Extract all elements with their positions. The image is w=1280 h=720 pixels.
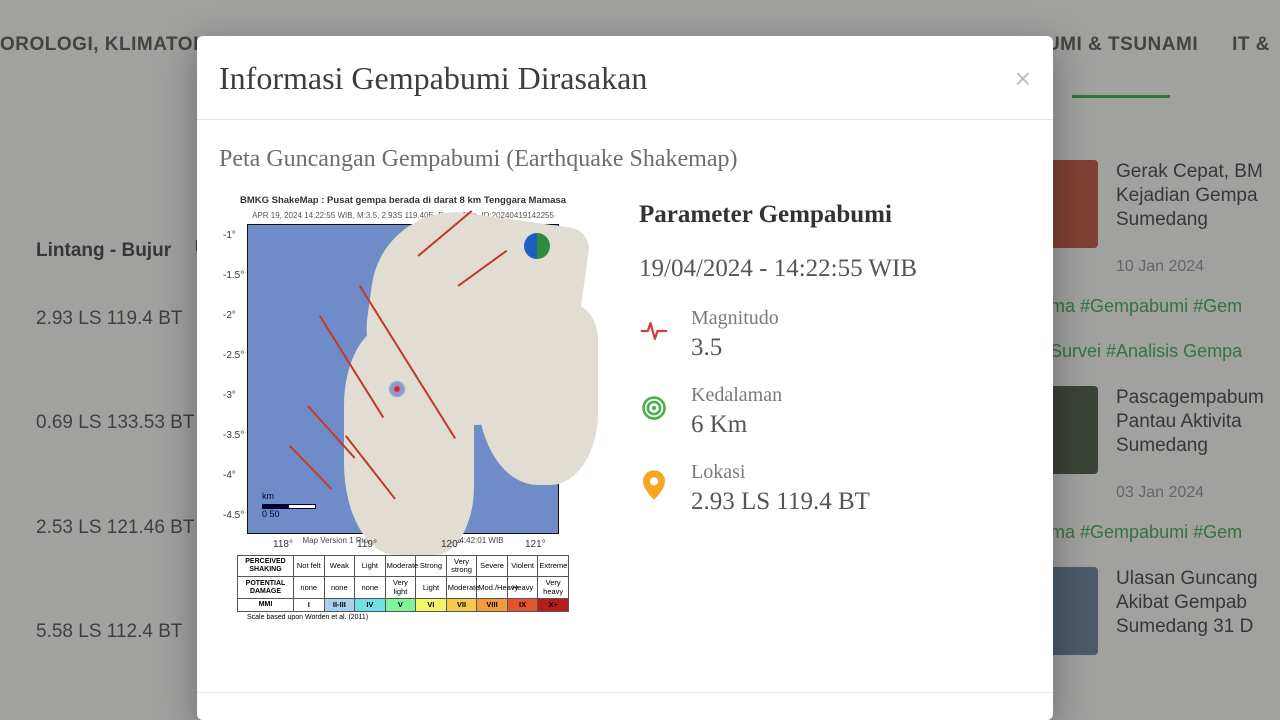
param-label: Magnitudo	[691, 307, 779, 330]
param-magnitude: Magnitudo 3.5	[639, 307, 1031, 362]
shakemap-map: km 0 50	[247, 224, 559, 534]
close-icon[interactable]: ×	[1015, 63, 1031, 95]
param-location: Lokasi 2.93 LS 119.4 BT	[639, 461, 1031, 516]
axis-tick: -1°	[223, 230, 236, 241]
param-label: Lokasi	[691, 461, 870, 484]
axis-tick: -1.5°	[223, 270, 244, 281]
mmi-legend-table: PERCEIVED SHAKINGNot feltWeakLightModera…	[237, 555, 569, 612]
shakemap-heading: Peta Guncangan Gempabumi (Earthquake Sha…	[219, 146, 1031, 173]
pulse-icon	[639, 313, 669, 349]
epicenter-icon	[388, 380, 406, 398]
modal-footer	[197, 692, 1053, 720]
param-depth: Kedalaman 6 Km	[639, 384, 1031, 439]
axis-tick: -3°	[223, 390, 236, 401]
bmkg-logo-icon	[524, 233, 550, 259]
modal-header: Informasi Gempabumi Dirasakan ×	[197, 36, 1053, 120]
shakemap: BMKG ShakeMap : Pusat gempa berada di da…	[233, 195, 573, 621]
param-value: 6 Km	[691, 411, 782, 439]
axis-tick: 119°	[357, 539, 377, 550]
param-value: 2.93 LS 119.4 BT	[691, 488, 870, 516]
modal-title: Informasi Gempabumi Dirasakan	[219, 60, 647, 97]
axis-tick: 118°	[273, 539, 293, 550]
earthquake-info-modal: Informasi Gempabumi Dirasakan × Peta Gun…	[197, 36, 1053, 720]
mmi-credit: Scale based upon Worden et al. (2011)	[247, 614, 573, 621]
shakemap-caption-2: APR 19, 2024 14:22:55 WIB, M:3.5, 2.93S …	[233, 211, 573, 220]
parameters-heading: Parameter Gempabumi	[639, 201, 1031, 229]
axis-tick: -2°	[223, 310, 236, 321]
modal-body: Peta Guncangan Gempabumi (Earthquake Sha…	[197, 120, 1053, 692]
event-datetime: 19/04/2024 - 14:22:55 WIB	[639, 255, 1031, 283]
target-icon	[639, 390, 669, 426]
map-scale: km 0 50	[262, 491, 316, 519]
param-label: Kedalaman	[691, 384, 782, 407]
shakemap-caption-1: BMKG ShakeMap : Pusat gempa berada di da…	[233, 195, 573, 207]
pin-icon	[639, 467, 669, 503]
axis-tick: 121°	[525, 539, 546, 550]
parameters-column: Parameter Gempabumi 19/04/2024 - 14:22:5…	[639, 195, 1031, 621]
axis-tick: -3.5°	[223, 430, 244, 441]
axis-tick: -4.5°	[223, 510, 244, 521]
shakemap-column: BMKG ShakeMap : Pusat gempa berada di da…	[219, 195, 579, 621]
param-value: 3.5	[691, 334, 779, 362]
axis-tick: -2.5°	[223, 350, 244, 361]
axis-tick: 120°	[441, 539, 462, 550]
axis-tick: -4°	[223, 470, 236, 481]
